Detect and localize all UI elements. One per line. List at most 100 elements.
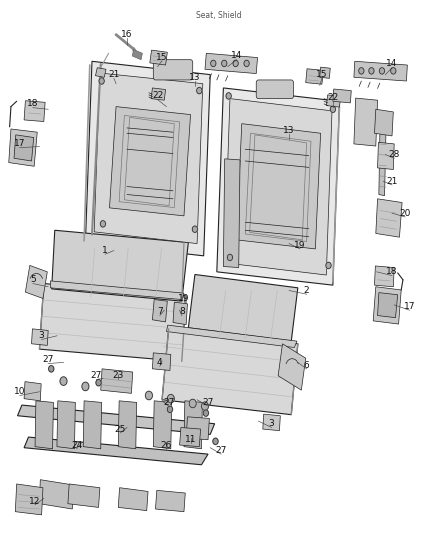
Polygon shape bbox=[217, 88, 339, 285]
Polygon shape bbox=[378, 293, 398, 318]
Polygon shape bbox=[24, 382, 41, 401]
Text: 28: 28 bbox=[389, 150, 400, 159]
Polygon shape bbox=[118, 401, 137, 449]
Circle shape bbox=[359, 68, 364, 74]
Circle shape bbox=[167, 394, 174, 403]
Circle shape bbox=[233, 60, 238, 67]
Circle shape bbox=[211, 60, 216, 67]
Polygon shape bbox=[50, 281, 184, 300]
Polygon shape bbox=[263, 414, 280, 431]
Circle shape bbox=[222, 60, 227, 67]
Polygon shape bbox=[95, 68, 106, 77]
Text: 11: 11 bbox=[185, 435, 196, 444]
Polygon shape bbox=[118, 488, 148, 511]
Text: 19: 19 bbox=[178, 294, 190, 303]
Circle shape bbox=[203, 410, 208, 416]
Polygon shape bbox=[153, 401, 172, 449]
Polygon shape bbox=[373, 287, 401, 324]
Circle shape bbox=[201, 402, 208, 410]
Polygon shape bbox=[18, 405, 215, 434]
Text: 25: 25 bbox=[115, 425, 126, 433]
Text: 18: 18 bbox=[27, 100, 39, 108]
Polygon shape bbox=[237, 124, 321, 249]
Circle shape bbox=[49, 366, 54, 372]
Text: 16: 16 bbox=[121, 30, 133, 39]
FancyBboxPatch shape bbox=[153, 60, 193, 80]
Text: 26: 26 bbox=[161, 441, 172, 449]
Text: 15: 15 bbox=[156, 53, 168, 61]
Text: 22: 22 bbox=[327, 93, 339, 101]
Polygon shape bbox=[162, 329, 298, 415]
Circle shape bbox=[96, 379, 101, 386]
Text: 23: 23 bbox=[113, 372, 124, 380]
Circle shape bbox=[391, 68, 396, 74]
Circle shape bbox=[326, 262, 331, 269]
Polygon shape bbox=[132, 50, 142, 60]
Text: 5: 5 bbox=[30, 276, 36, 284]
Text: 21: 21 bbox=[386, 177, 398, 185]
Text: 19: 19 bbox=[294, 241, 306, 249]
Polygon shape bbox=[374, 109, 393, 136]
Polygon shape bbox=[52, 230, 188, 301]
Circle shape bbox=[244, 60, 249, 67]
Text: 13: 13 bbox=[283, 126, 295, 135]
Text: 21: 21 bbox=[108, 70, 120, 79]
Polygon shape bbox=[151, 88, 166, 100]
Polygon shape bbox=[9, 129, 37, 166]
Polygon shape bbox=[224, 99, 332, 275]
Polygon shape bbox=[25, 265, 47, 298]
Text: 18: 18 bbox=[386, 268, 398, 276]
Polygon shape bbox=[354, 61, 407, 81]
Polygon shape bbox=[85, 61, 210, 256]
Polygon shape bbox=[150, 50, 167, 65]
Circle shape bbox=[167, 406, 173, 413]
Text: 7: 7 bbox=[157, 308, 163, 316]
Circle shape bbox=[227, 254, 233, 261]
Text: 17: 17 bbox=[14, 140, 25, 148]
Text: 13: 13 bbox=[189, 73, 201, 82]
Polygon shape bbox=[24, 101, 45, 122]
Polygon shape bbox=[223, 159, 240, 268]
Text: 14: 14 bbox=[386, 60, 398, 68]
Circle shape bbox=[189, 399, 196, 408]
Polygon shape bbox=[306, 69, 323, 84]
Text: 17: 17 bbox=[404, 302, 415, 311]
Polygon shape bbox=[110, 107, 191, 216]
Text: 15: 15 bbox=[316, 70, 328, 79]
Text: 8: 8 bbox=[179, 308, 185, 316]
Polygon shape bbox=[152, 353, 171, 370]
Circle shape bbox=[369, 68, 374, 74]
Polygon shape bbox=[354, 98, 378, 146]
Text: 22: 22 bbox=[152, 92, 163, 100]
Circle shape bbox=[379, 68, 385, 74]
Text: 10: 10 bbox=[14, 387, 25, 396]
Polygon shape bbox=[180, 427, 201, 447]
Polygon shape bbox=[94, 73, 203, 244]
Polygon shape bbox=[374, 266, 394, 287]
Text: 3: 3 bbox=[39, 332, 45, 340]
Polygon shape bbox=[186, 417, 209, 440]
Text: 2: 2 bbox=[304, 286, 309, 295]
Text: 27: 27 bbox=[42, 356, 54, 364]
Polygon shape bbox=[379, 114, 386, 196]
Polygon shape bbox=[14, 135, 34, 161]
Polygon shape bbox=[166, 325, 297, 348]
Polygon shape bbox=[188, 274, 298, 341]
Circle shape bbox=[213, 438, 218, 445]
Polygon shape bbox=[15, 484, 43, 515]
Polygon shape bbox=[35, 401, 53, 449]
Polygon shape bbox=[68, 484, 100, 507]
Text: 27: 27 bbox=[91, 372, 102, 380]
Polygon shape bbox=[57, 401, 75, 449]
Text: 27: 27 bbox=[202, 398, 214, 407]
Circle shape bbox=[100, 221, 106, 227]
Polygon shape bbox=[24, 437, 208, 465]
Polygon shape bbox=[39, 284, 186, 361]
Circle shape bbox=[197, 87, 202, 94]
Circle shape bbox=[60, 377, 67, 385]
Polygon shape bbox=[333, 89, 351, 103]
Text: 14: 14 bbox=[231, 52, 242, 60]
Polygon shape bbox=[173, 302, 187, 325]
Text: 6: 6 bbox=[304, 361, 310, 369]
Circle shape bbox=[192, 226, 198, 232]
